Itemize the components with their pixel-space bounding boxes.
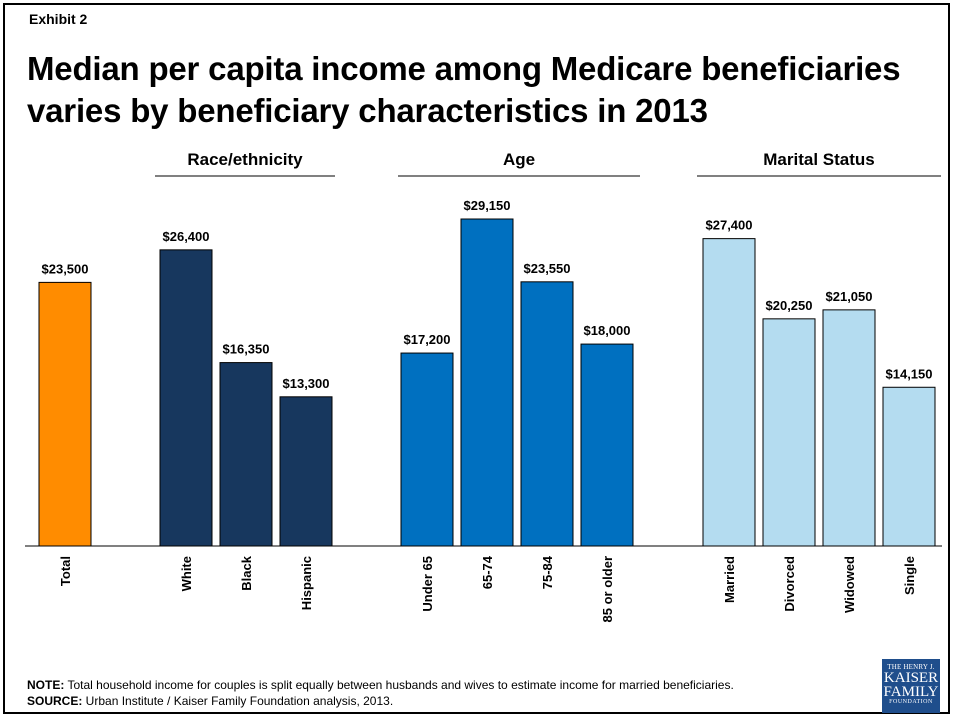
note-label: NOTE: (27, 678, 65, 692)
category-label: Divorced (782, 556, 797, 612)
data-label: $13,300 (283, 376, 330, 391)
chart-title: Median per capita income among Medicare … (27, 50, 901, 129)
category-label: 75-84 (540, 555, 555, 589)
bar (279, 396, 333, 547)
note-text: Total household income for couples is sp… (64, 678, 734, 692)
category-label: Hispanic (299, 556, 314, 610)
bar (460, 218, 514, 547)
logo-line-4: FOUNDATION (889, 699, 933, 705)
kff-logo: THE HENRY J. KAISER FAMILY FOUNDATION (882, 659, 940, 713)
category-label: Married (722, 556, 737, 603)
note-line: NOTE: Total household income for couples… (27, 677, 734, 693)
data-label: $23,550 (524, 261, 571, 276)
data-label: $23,500 (42, 261, 89, 276)
bar (822, 309, 876, 547)
source-line: SOURCE: Urban Institute / Kaiser Family … (27, 693, 734, 709)
bar (38, 281, 92, 547)
data-label: $27,400 (706, 218, 753, 233)
data-label: $20,250 (766, 298, 813, 313)
bar (159, 249, 213, 547)
exhibit-label: Exhibit 2 (29, 11, 88, 27)
bar-chart: $23,500 Total Race/ethnicity $26,400 White $1… (25, 150, 942, 622)
source-label: SOURCE: (27, 694, 83, 708)
group-header: Race/ethnicity (187, 150, 303, 169)
category-label: Black (239, 555, 254, 590)
category-label: Single (902, 556, 917, 595)
data-label: $26,400 (163, 229, 210, 244)
category-label: Under 65 (420, 556, 435, 612)
logo-line-1: THE HENRY J. (887, 663, 935, 671)
category-label: 85 or older (600, 556, 615, 622)
logo-line-2: KAISER (883, 670, 939, 686)
source-text: Urban Institute / Kaiser Family Foundati… (82, 694, 394, 708)
bar (580, 343, 634, 547)
logo-line-3: FAMILY (883, 684, 939, 700)
bar (219, 362, 273, 547)
bar (702, 238, 756, 547)
category-label: 65-74 (480, 555, 495, 589)
group-header: Marital Status (763, 150, 874, 169)
data-label: $29,150 (464, 198, 511, 213)
data-label: $17,200 (404, 332, 451, 347)
data-label: $16,350 (223, 342, 270, 357)
data-label: $14,150 (886, 366, 933, 381)
bar (762, 318, 816, 547)
category-label: Total (58, 556, 73, 586)
data-label: $18,000 (584, 323, 631, 338)
category-label: White (179, 556, 194, 591)
bar (520, 281, 574, 547)
notes: NOTE: Total household income for couples… (27, 677, 734, 709)
category-label: Widowed (842, 556, 857, 613)
group-header: Age (503, 150, 535, 169)
bar (882, 386, 936, 547)
data-label: $21,050 (826, 289, 873, 304)
bar (400, 352, 454, 547)
